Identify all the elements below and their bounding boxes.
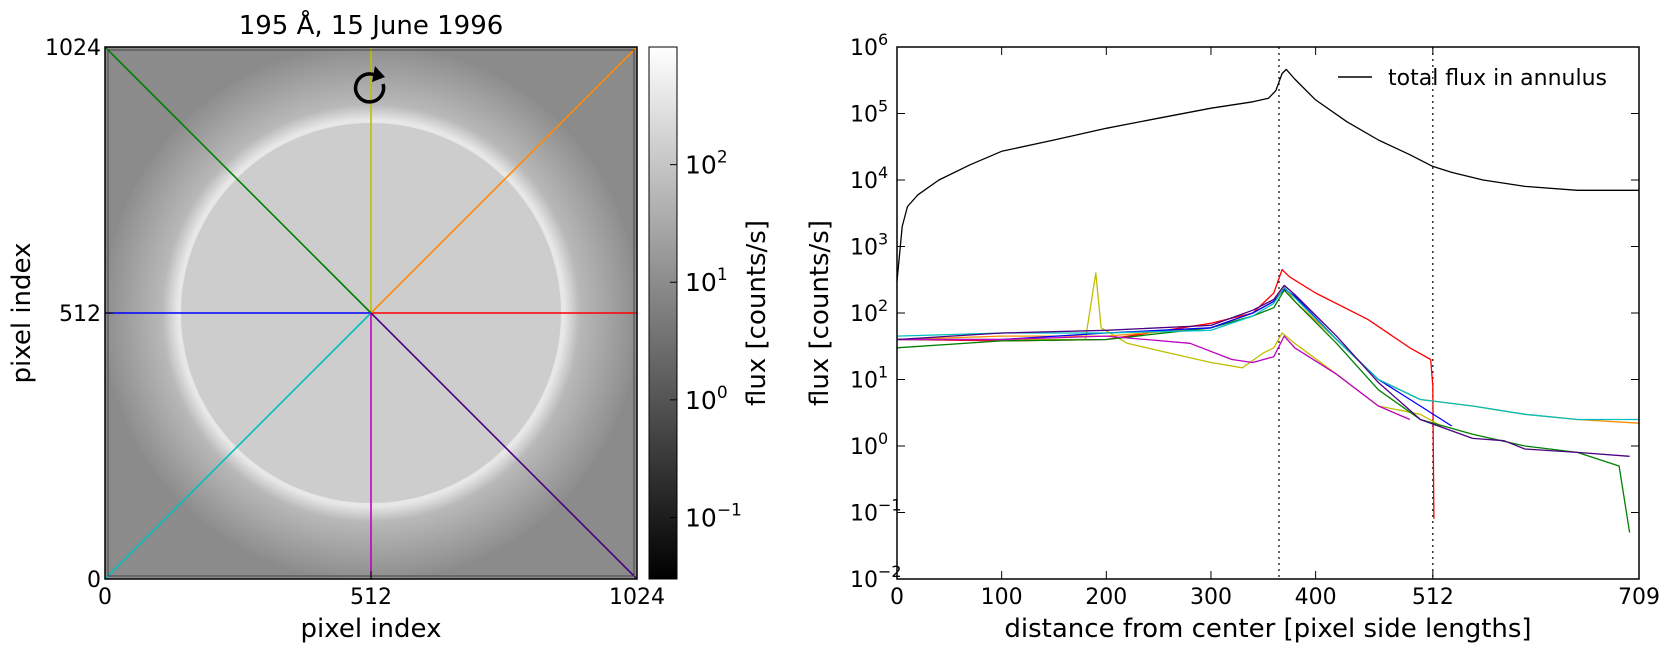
plot-xtick-label: 709 <box>1618 585 1660 610</box>
plot-ytick-label: 100 <box>850 429 888 460</box>
image-ytick-label: 0 <box>87 568 101 593</box>
plot-xlabel: distance from center [pixel side lengths… <box>1004 614 1531 644</box>
series-line-blue <box>897 288 1453 427</box>
solar-image-panel: 195 Å, 15 June 1996 0 512 1024 0 512 1024 pix… <box>7 9 665 644</box>
series-line-total-flux-in-annulus <box>897 68 1639 282</box>
series-line-cyan <box>897 287 1639 421</box>
ray-green <box>105 47 372 314</box>
colorbar-tick-label: 10−1 <box>685 500 742 532</box>
plot-ytick-label: 10−1 <box>850 496 902 527</box>
colorbar-ticks: 10−1 100 101 102 <box>670 148 742 532</box>
image-title: 195 Å, 15 June 1996 <box>239 9 504 41</box>
series-line-green <box>897 289 1631 533</box>
image-ylabel: pixel index <box>7 243 37 384</box>
series-line-indigo <box>897 284 1630 457</box>
plot-ytick-label: 104 <box>850 163 888 194</box>
colorbar: 10−1 100 101 102 flux [counts/s] <box>648 46 772 580</box>
image-ytick-label: 512 <box>59 302 101 327</box>
legend: total flux in annulus <box>1338 66 1607 91</box>
image-xtick-label: 1024 <box>609 585 665 610</box>
colorbar-gradient <box>648 46 678 580</box>
ray-lines <box>105 47 637 579</box>
ray-orange <box>370 47 637 314</box>
colorbar-label: flux [counts/s] <box>742 220 772 406</box>
colorbar-tick-label: 102 <box>685 148 728 180</box>
legend-label-total-flux: total flux in annulus <box>1388 66 1607 91</box>
colorbar-tick-label: 101 <box>685 265 728 297</box>
plot-ytick-label: 105 <box>850 97 888 128</box>
plot-xtick-label: 512 <box>1412 585 1454 610</box>
plot-ytick-label: 101 <box>850 363 888 394</box>
plot-xtick-label: 100 <box>981 585 1023 610</box>
ray-indigo <box>370 312 637 579</box>
ray-cyan <box>105 312 372 579</box>
series-line-red <box>897 268 1435 519</box>
plot-frame <box>896 46 1640 580</box>
profile-plot-panel: 0 100 200 300 400 512 70910−210−11001011021031… <box>805 30 1660 644</box>
colorbar-tick-label: 100 <box>685 383 728 415</box>
plot-axis-ticks: 0 100 200 300 400 512 70910−210−11001011021031… <box>850 30 1660 610</box>
image-xlabel: pixel index <box>301 614 442 644</box>
plot-xtick-label: 300 <box>1190 585 1232 610</box>
profile-series <box>897 68 1639 533</box>
rotation-arrow-icon <box>353 66 386 104</box>
image-xtick-label: 512 <box>350 585 392 610</box>
plot-xtick-label: 200 <box>1085 585 1127 610</box>
plot-ytick-label: 103 <box>850 230 888 261</box>
vertical-reference-lines <box>1278 47 1434 579</box>
plot-ytick-label: 106 <box>850 30 888 61</box>
series-line-yellow <box>897 272 1442 427</box>
plot-ylabel: flux [counts/s] <box>805 220 835 406</box>
series-line-magenta <box>897 335 1411 421</box>
plot-ytick-label: 102 <box>850 296 888 327</box>
image-axis-ticks: 0 512 1024 0 512 1024 <box>45 36 665 610</box>
plot-xtick-label: 0 <box>890 585 904 610</box>
image-xtick-label: 0 <box>98 585 112 610</box>
image-ytick-label: 1024 <box>45 36 101 61</box>
plot-xtick-label: 400 <box>1295 585 1337 610</box>
